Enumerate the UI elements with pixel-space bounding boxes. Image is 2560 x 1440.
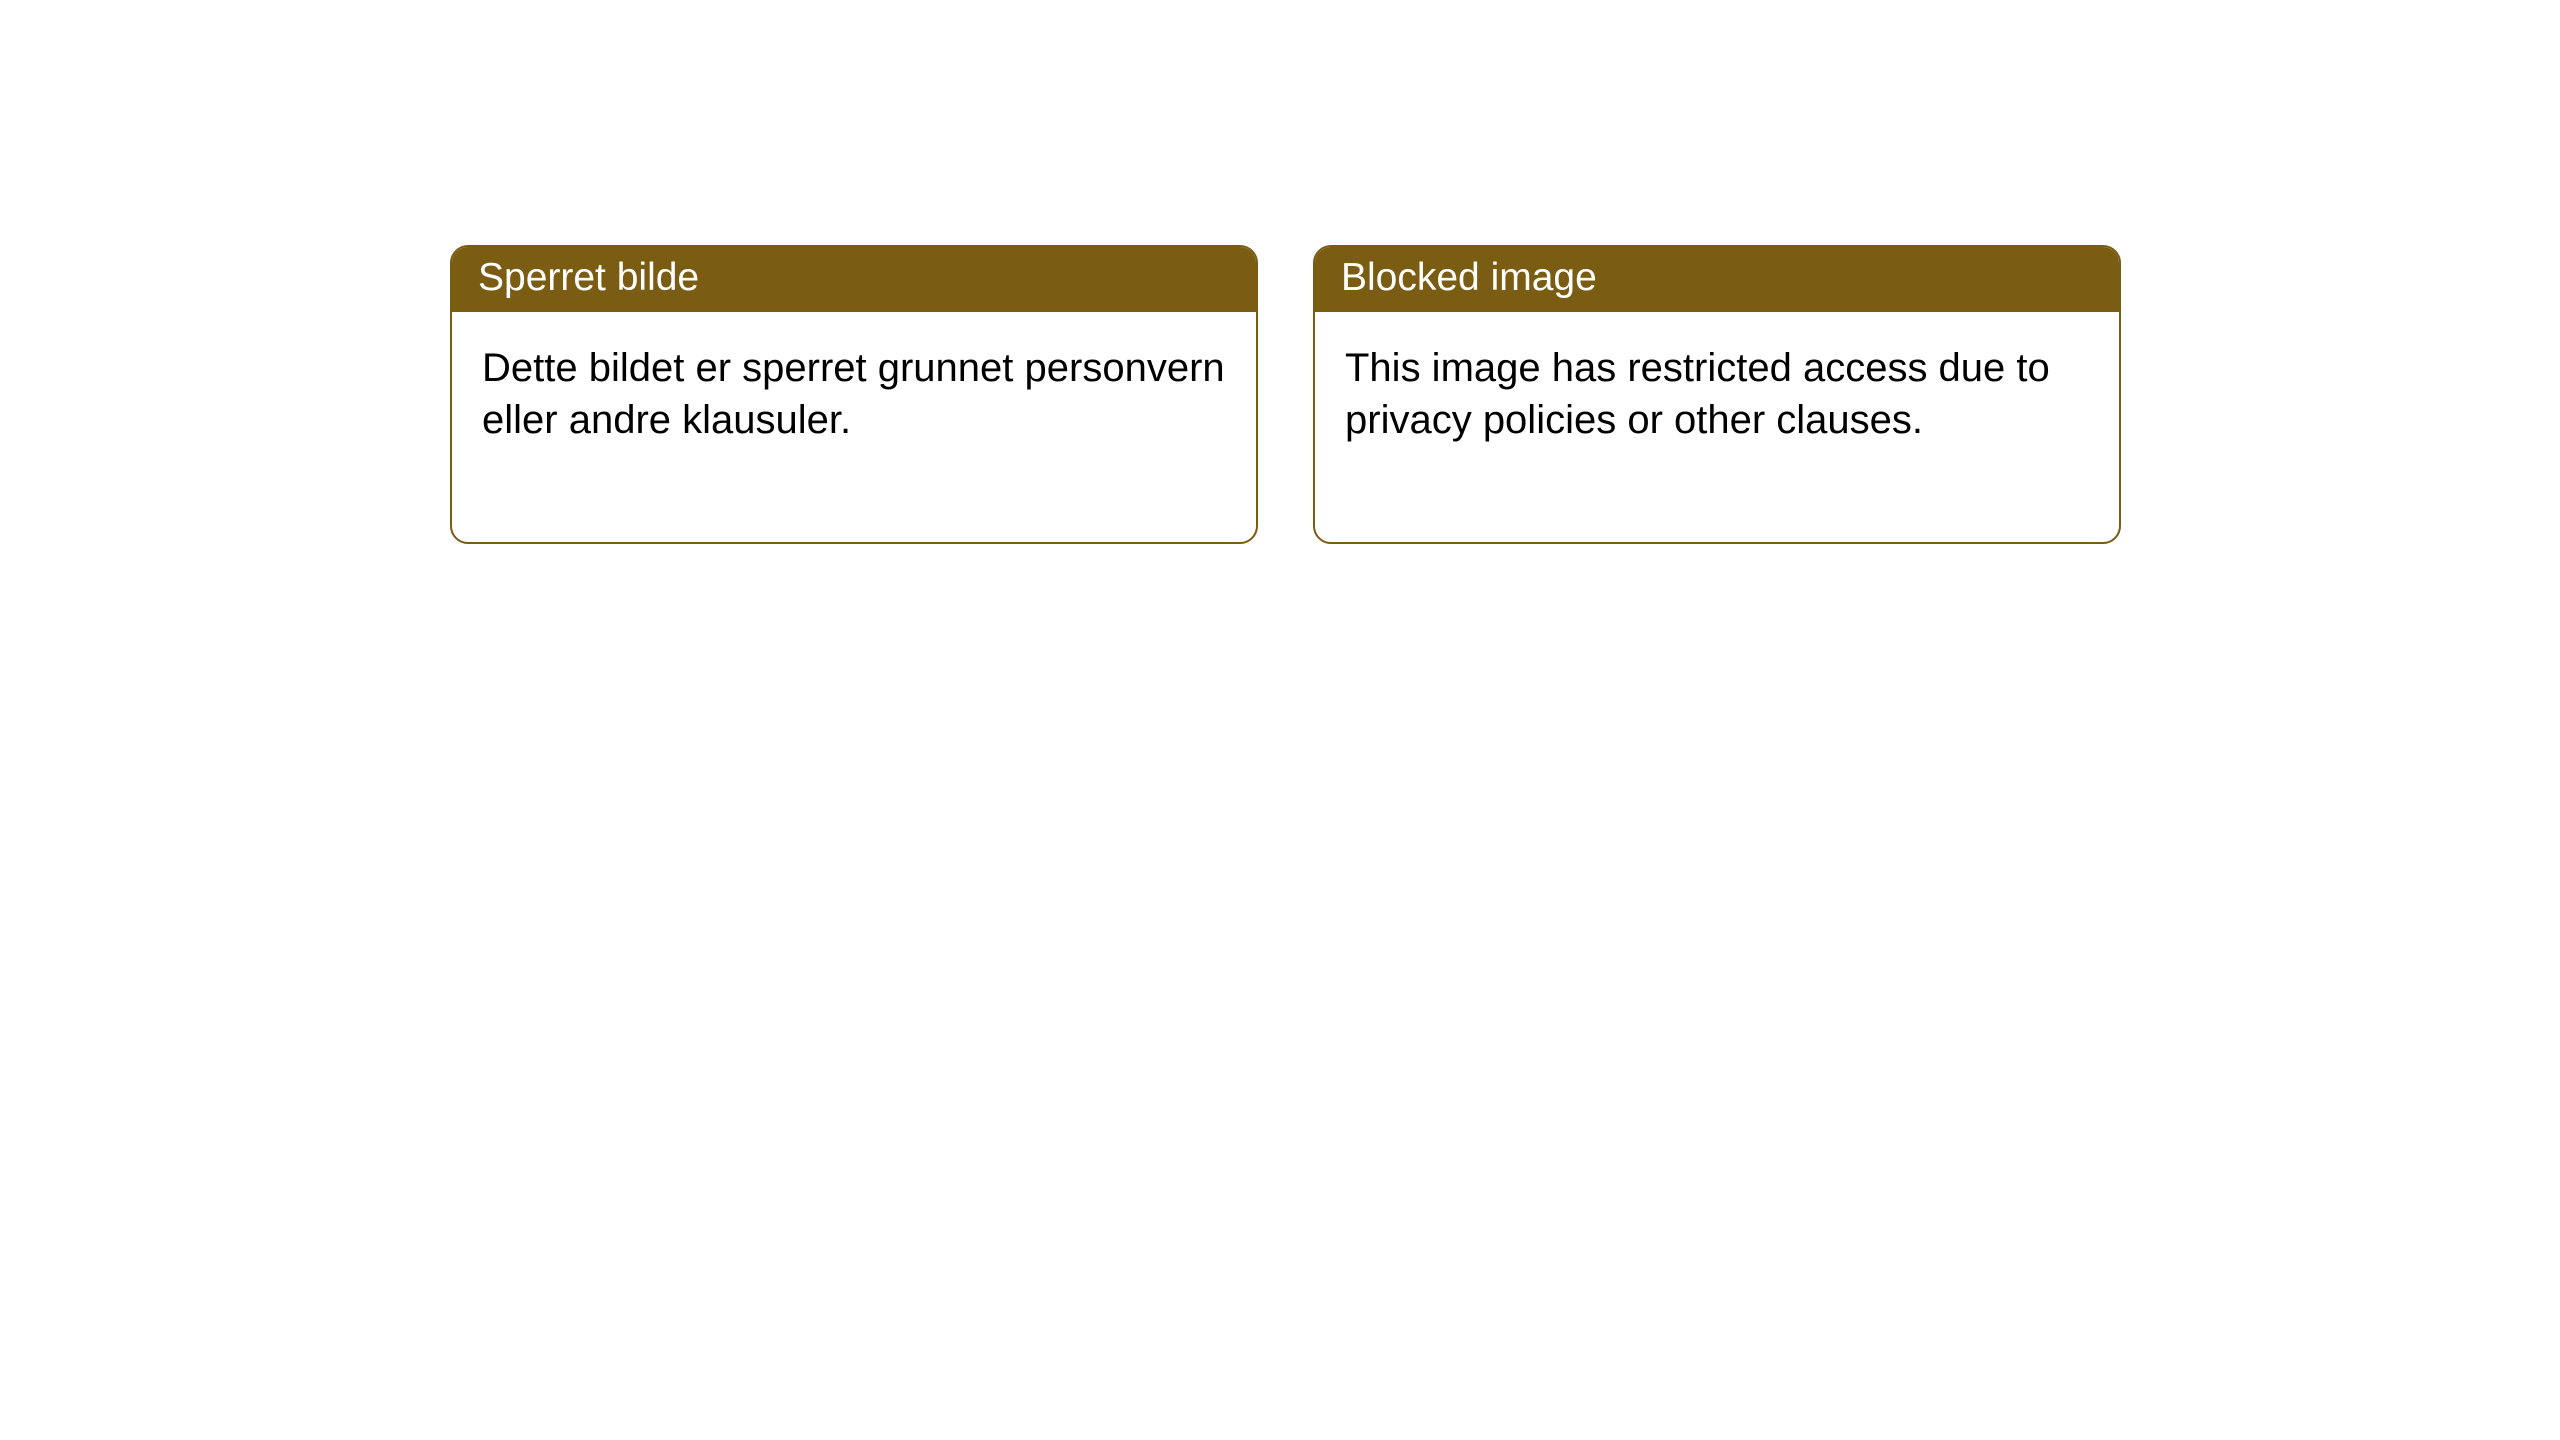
notice-body: This image has restricted access due to … [1315,312,2119,542]
notice-body: Dette bildet er sperret grunnet personve… [452,312,1256,542]
notice-card-norwegian: Sperret bilde Dette bildet er sperret gr… [450,245,1258,544]
notice-container: Sperret bilde Dette bildet er sperret gr… [450,245,2121,544]
notice-title: Sperret bilde [452,247,1256,312]
notice-card-english: Blocked image This image has restricted … [1313,245,2121,544]
notice-title: Blocked image [1315,247,2119,312]
